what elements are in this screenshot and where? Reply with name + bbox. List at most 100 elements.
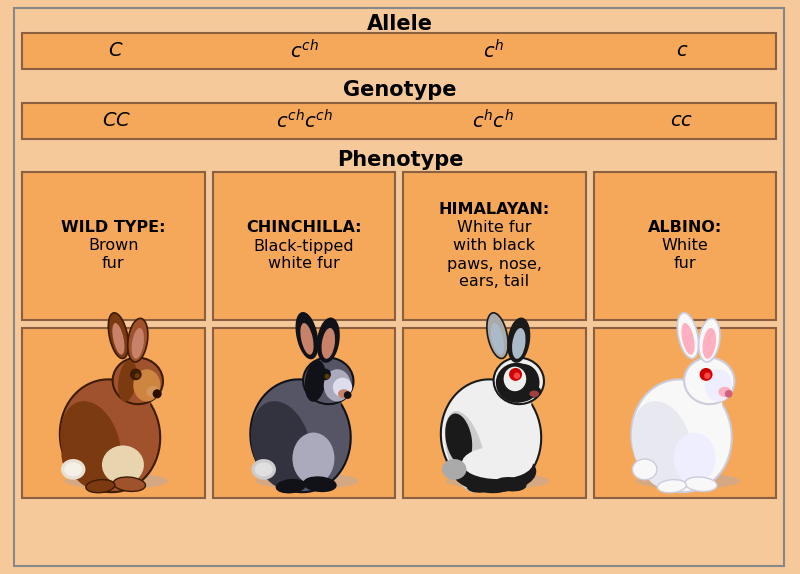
Circle shape <box>700 368 713 381</box>
Ellipse shape <box>442 459 466 480</box>
Ellipse shape <box>338 389 350 398</box>
Ellipse shape <box>527 386 542 398</box>
Bar <box>22 33 776 69</box>
Bar <box>403 328 586 498</box>
Ellipse shape <box>276 480 306 492</box>
Circle shape <box>153 389 162 398</box>
Bar <box>213 172 395 320</box>
Ellipse shape <box>62 428 114 482</box>
Ellipse shape <box>508 319 530 362</box>
Text: Genotype: Genotype <box>343 80 457 100</box>
Ellipse shape <box>115 386 150 421</box>
Ellipse shape <box>333 378 352 397</box>
Text: $\mathit{c}^{\mathit{h}}\mathit{c}^{\mathit{h}}$: $\mathit{c}^{\mathit{h}}\mathit{c}^{\mat… <box>472 110 514 133</box>
Text: $\mathit{c}^{\mathit{h}}$: $\mathit{c}^{\mathit{h}}$ <box>482 40 504 63</box>
Ellipse shape <box>61 459 86 480</box>
Ellipse shape <box>112 323 125 355</box>
Circle shape <box>514 373 520 379</box>
Ellipse shape <box>324 369 351 402</box>
Ellipse shape <box>504 367 526 391</box>
Text: Brown: Brown <box>88 239 138 254</box>
Ellipse shape <box>114 477 146 491</box>
Ellipse shape <box>718 387 731 397</box>
Text: HIMALAYAN:: HIMALAYAN: <box>438 203 550 218</box>
Ellipse shape <box>108 313 129 359</box>
Ellipse shape <box>467 480 496 492</box>
Ellipse shape <box>132 328 144 359</box>
Ellipse shape <box>146 386 161 398</box>
Ellipse shape <box>491 323 504 355</box>
Circle shape <box>130 369 142 380</box>
Ellipse shape <box>494 477 526 491</box>
Ellipse shape <box>445 411 486 492</box>
Text: $\mathit{cc}$: $\mathit{cc}$ <box>670 111 694 130</box>
Text: Black-tipped: Black-tipped <box>254 239 354 254</box>
Bar <box>22 103 776 139</box>
Ellipse shape <box>446 413 472 464</box>
Ellipse shape <box>636 473 740 489</box>
Bar <box>403 172 586 320</box>
Text: ears, tail: ears, tail <box>459 274 530 289</box>
Ellipse shape <box>102 445 144 484</box>
Ellipse shape <box>293 433 334 484</box>
Ellipse shape <box>255 473 358 489</box>
Ellipse shape <box>684 358 734 404</box>
Ellipse shape <box>296 313 318 359</box>
Ellipse shape <box>251 459 276 480</box>
Circle shape <box>344 391 351 399</box>
Ellipse shape <box>682 323 694 355</box>
Ellipse shape <box>305 360 326 402</box>
Ellipse shape <box>128 319 148 362</box>
Circle shape <box>704 373 710 379</box>
Ellipse shape <box>446 473 549 489</box>
Text: fur: fur <box>102 257 125 272</box>
Bar <box>213 328 395 498</box>
Ellipse shape <box>306 386 341 421</box>
Ellipse shape <box>462 447 533 479</box>
Ellipse shape <box>674 433 715 484</box>
Ellipse shape <box>60 379 160 492</box>
Ellipse shape <box>64 462 82 476</box>
Ellipse shape <box>633 459 657 480</box>
Text: Phenotype: Phenotype <box>337 150 463 170</box>
Ellipse shape <box>303 358 354 404</box>
Ellipse shape <box>686 386 722 421</box>
Text: $\mathit{C}$: $\mathit{C}$ <box>109 41 124 60</box>
Text: white fur: white fur <box>268 257 340 272</box>
Ellipse shape <box>487 313 508 359</box>
Ellipse shape <box>632 401 693 490</box>
Circle shape <box>325 374 330 379</box>
Circle shape <box>134 373 140 378</box>
Ellipse shape <box>113 358 163 404</box>
Ellipse shape <box>631 379 732 492</box>
Bar <box>594 328 776 498</box>
Ellipse shape <box>705 369 732 402</box>
Text: ALBINO:: ALBINO: <box>648 220 722 235</box>
Ellipse shape <box>658 480 686 492</box>
Ellipse shape <box>300 323 314 355</box>
Text: White: White <box>662 239 708 254</box>
Text: paws, nose,: paws, nose, <box>446 257 542 272</box>
Ellipse shape <box>685 477 717 491</box>
Ellipse shape <box>118 360 137 402</box>
Ellipse shape <box>86 480 115 492</box>
Text: $\mathit{c}$: $\mathit{c}$ <box>675 41 688 60</box>
Text: CHINCHILLA:: CHINCHILLA: <box>246 220 362 235</box>
Ellipse shape <box>507 364 539 402</box>
Ellipse shape <box>512 328 526 359</box>
Ellipse shape <box>250 401 311 490</box>
Ellipse shape <box>496 386 531 421</box>
Circle shape <box>725 390 733 398</box>
Bar <box>594 172 776 320</box>
Ellipse shape <box>304 477 336 491</box>
Ellipse shape <box>134 369 161 402</box>
Ellipse shape <box>322 328 335 359</box>
Ellipse shape <box>702 328 716 359</box>
Bar <box>22 172 205 320</box>
Circle shape <box>509 368 522 381</box>
Ellipse shape <box>678 313 698 359</box>
Ellipse shape <box>60 401 121 490</box>
Text: $\mathit{CC}$: $\mathit{CC}$ <box>102 111 131 130</box>
Ellipse shape <box>496 363 538 403</box>
Ellipse shape <box>494 358 544 404</box>
